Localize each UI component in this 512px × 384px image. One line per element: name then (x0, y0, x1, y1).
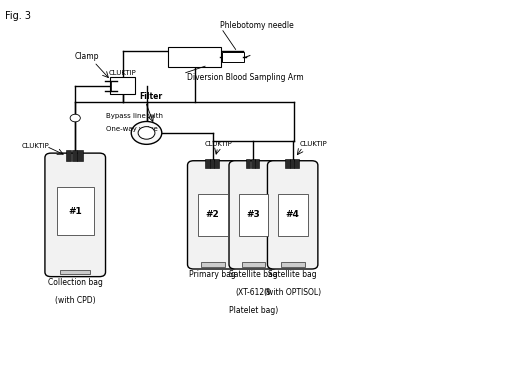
FancyBboxPatch shape (246, 159, 250, 168)
FancyBboxPatch shape (77, 150, 83, 161)
FancyBboxPatch shape (187, 161, 238, 269)
FancyBboxPatch shape (45, 153, 105, 276)
Text: Filter: Filter (139, 91, 162, 101)
Text: CLUKTIP: CLUKTIP (109, 70, 137, 76)
FancyBboxPatch shape (242, 262, 265, 267)
Circle shape (131, 121, 162, 144)
FancyBboxPatch shape (285, 159, 290, 168)
FancyBboxPatch shape (215, 159, 219, 168)
FancyBboxPatch shape (229, 161, 278, 269)
Text: One-way valve: One-way valve (106, 126, 158, 132)
FancyBboxPatch shape (168, 47, 221, 67)
Text: #2: #2 (206, 210, 220, 219)
Text: Phlebotomy needle: Phlebotomy needle (220, 21, 294, 30)
Text: (with OPTISOL): (with OPTISOL) (264, 288, 321, 298)
FancyBboxPatch shape (250, 159, 255, 168)
FancyBboxPatch shape (201, 262, 225, 267)
FancyBboxPatch shape (57, 187, 94, 235)
FancyBboxPatch shape (72, 150, 77, 161)
Text: CLUKTIP: CLUKTIP (299, 141, 327, 147)
Text: Bypass line with: Bypass line with (106, 113, 163, 119)
Text: Primary bag: Primary bag (189, 270, 236, 279)
Text: CLUKTIP: CLUKTIP (22, 143, 50, 149)
FancyBboxPatch shape (281, 262, 305, 267)
FancyBboxPatch shape (294, 159, 298, 168)
FancyBboxPatch shape (239, 194, 268, 236)
FancyBboxPatch shape (267, 161, 318, 269)
Text: Diversion Blood Sampling Arm: Diversion Blood Sampling Arm (187, 73, 304, 83)
FancyBboxPatch shape (255, 159, 259, 168)
Text: "Y": "Y" (117, 83, 128, 89)
FancyBboxPatch shape (210, 159, 214, 168)
FancyBboxPatch shape (222, 52, 244, 62)
Text: Collection bag: Collection bag (48, 278, 103, 287)
Text: #3: #3 (247, 210, 260, 219)
FancyBboxPatch shape (290, 159, 294, 168)
FancyBboxPatch shape (278, 194, 308, 236)
FancyBboxPatch shape (66, 150, 71, 161)
Text: (with CPD): (with CPD) (55, 296, 96, 305)
Circle shape (70, 114, 80, 122)
FancyBboxPatch shape (205, 159, 209, 168)
Text: Satellite bag: Satellite bag (268, 270, 317, 279)
Circle shape (138, 127, 155, 139)
Text: CLUKTIP: CLUKTIP (205, 141, 232, 147)
Text: Clamp: Clamp (75, 52, 99, 61)
Text: Fig. 3: Fig. 3 (6, 11, 31, 21)
Text: Satellite bag: Satellite bag (229, 270, 278, 279)
FancyBboxPatch shape (198, 194, 228, 236)
Text: #1: #1 (68, 207, 82, 216)
FancyBboxPatch shape (111, 77, 135, 94)
FancyBboxPatch shape (60, 270, 90, 274)
Text: #4: #4 (286, 210, 300, 219)
Text: (XT-612®: (XT-612® (235, 288, 272, 298)
Text: Platelet bag): Platelet bag) (229, 306, 278, 315)
